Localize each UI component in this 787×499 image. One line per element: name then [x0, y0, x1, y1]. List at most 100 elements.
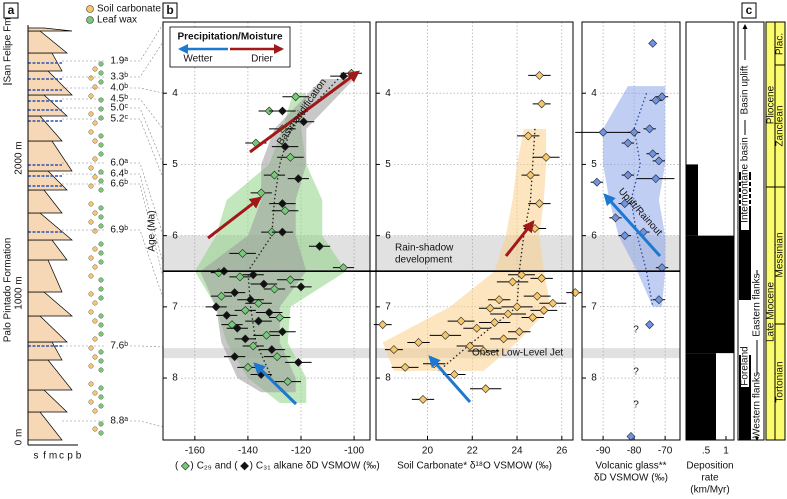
age-connector	[130, 229, 164, 299]
y-tick-label: 5	[172, 159, 178, 170]
point	[534, 70, 544, 80]
x-axis-title: Soil Carbonate* δ¹⁸O VSMOW (‰)	[397, 461, 552, 472]
sample-dot	[92, 300, 98, 306]
point	[534, 199, 544, 209]
setting-label: Foreland	[740, 346, 751, 385]
age-connector	[130, 41, 164, 78]
sample-dot	[98, 142, 104, 148]
point	[508, 277, 517, 287]
point	[270, 284, 279, 294]
trend-arrow	[428, 355, 472, 403]
label-mask	[753, 275, 761, 340]
envelope	[200, 78, 355, 393]
legend-swatch	[240, 461, 249, 471]
point	[267, 345, 277, 354]
sample-dot	[98, 349, 104, 355]
point	[490, 318, 500, 327]
y-tick-label: 4	[172, 88, 178, 99]
sample-dot	[88, 399, 94, 405]
bed	[27, 94, 68, 117]
sample-dot	[92, 228, 98, 234]
bed	[27, 30, 68, 54]
setting-label: Western flanks	[752, 372, 763, 438]
setting-label: Basin uplift	[740, 65, 751, 114]
point	[598, 127, 608, 137]
plot-background	[376, 22, 573, 440]
legend-box	[169, 26, 291, 68]
question-mark: ?	[633, 325, 639, 336]
point	[277, 106, 287, 116]
label-mask	[741, 135, 749, 230]
envelope	[603, 86, 666, 307]
age-connector	[130, 162, 164, 236]
point	[254, 316, 263, 326]
x-axis-title: (km/Myr)	[690, 485, 729, 496]
sample-dot	[88, 111, 94, 117]
point	[629, 127, 639, 137]
sample-dot	[98, 313, 104, 319]
point	[651, 174, 661, 184]
legend-swatch	[86, 5, 94, 13]
age-label: 6.0ᵃ	[110, 158, 128, 169]
sample-dot	[98, 385, 104, 391]
sample-dot	[88, 201, 94, 207]
x-axis-title: Deposition	[686, 461, 733, 472]
stage-label: Tortonian	[775, 361, 786, 402]
sample-dot	[92, 138, 98, 144]
sample-dot	[88, 381, 94, 387]
bed	[27, 52, 63, 72]
age-connector	[130, 87, 164, 94]
setting-label: Eastern flanks	[752, 273, 763, 336]
point	[537, 99, 547, 109]
legend-label: C₃₁	[256, 461, 271, 472]
panel-label: b	[166, 3, 173, 17]
sample-dot	[88, 363, 94, 369]
bed	[27, 212, 73, 241]
plot-frame	[685, 21, 735, 441]
sample-dot	[98, 241, 104, 247]
span-label: Onset Low-Level Jet	[472, 348, 563, 359]
y-tick-label: 8	[172, 373, 178, 384]
point	[623, 138, 633, 148]
sample-dot	[88, 309, 94, 315]
sample-dot	[92, 318, 98, 324]
question-mark: ?	[633, 400, 639, 411]
point	[285, 275, 295, 285]
age-connector	[130, 183, 164, 278]
bed	[27, 115, 63, 142]
point	[339, 71, 348, 81]
plot-frame	[375, 21, 574, 441]
point	[514, 327, 524, 337]
point	[620, 199, 630, 209]
point	[472, 323, 482, 333]
bar	[686, 235, 734, 354]
sample-dot	[98, 178, 104, 184]
legend-label: C₂₉	[197, 461, 212, 472]
sample-dot	[88, 183, 94, 189]
sample-dot	[92, 336, 98, 342]
point	[623, 170, 633, 180]
label-mask	[753, 375, 761, 437]
sample-dot	[92, 408, 98, 414]
sample-dot	[98, 286, 104, 292]
y-tick-label: 7	[591, 301, 597, 312]
sample-dot	[88, 165, 94, 171]
y-tick-label: 8	[591, 373, 597, 384]
x-tick-label: -100	[344, 446, 364, 457]
point	[654, 156, 664, 166]
y-tick-label: 5	[591, 159, 597, 170]
point	[499, 334, 509, 344]
sample-dot	[98, 367, 104, 373]
point	[481, 384, 491, 394]
point	[277, 227, 287, 237]
bar	[686, 164, 698, 236]
x-tick-label: 24	[511, 446, 523, 457]
age-label: 8.8ᵃ	[110, 416, 128, 427]
point	[537, 273, 547, 283]
legend-swatch	[180, 461, 190, 471]
trend-arrow	[504, 220, 535, 257]
x-tick-label: 26	[556, 446, 568, 457]
point	[270, 170, 279, 180]
